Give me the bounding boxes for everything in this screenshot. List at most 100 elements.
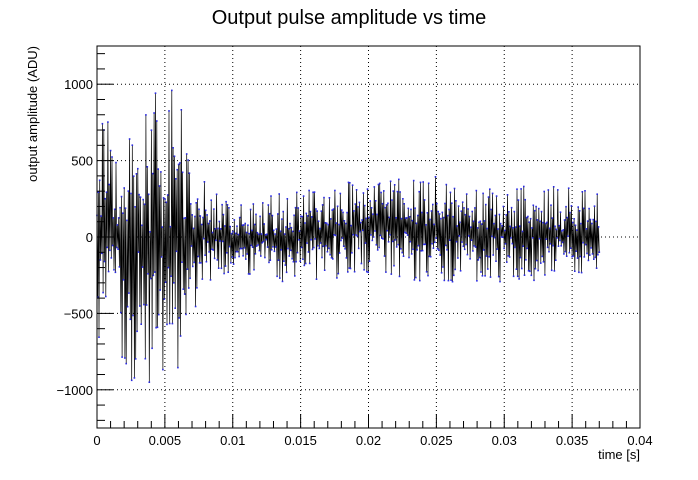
data-point	[281, 280, 284, 283]
data-point	[580, 271, 583, 274]
data-point	[402, 198, 404, 200]
data-point	[356, 235, 359, 237]
data-point	[378, 182, 381, 185]
data-point	[221, 203, 223, 206]
data-point	[384, 206, 386, 209]
data-point	[253, 223, 256, 226]
data-point	[158, 313, 160, 316]
data-point	[589, 254, 591, 256]
data-point	[531, 237, 534, 239]
data-point	[232, 263, 235, 265]
data-point	[465, 193, 468, 195]
data-point	[377, 183, 380, 186]
data-point	[241, 224, 244, 226]
data-point	[158, 185, 161, 187]
data-point	[120, 195, 123, 198]
data-point	[427, 274, 429, 277]
data-point	[161, 226, 163, 228]
data-point	[582, 207, 585, 210]
data-point	[411, 219, 414, 222]
data-point	[379, 234, 382, 237]
data-point	[463, 207, 465, 209]
data-point	[256, 231, 259, 234]
data-point	[487, 268, 489, 270]
data-point	[577, 206, 579, 208]
data-point	[372, 236, 375, 238]
data-point	[415, 222, 418, 225]
data-point	[268, 212, 271, 215]
data-point	[425, 224, 427, 226]
data-point	[544, 222, 547, 225]
data-point	[584, 190, 586, 192]
data-point	[570, 205, 573, 207]
data-point	[433, 223, 435, 226]
data-point	[491, 192, 494, 195]
data-point	[443, 279, 446, 282]
data-point	[404, 231, 406, 234]
data-point	[139, 196, 142, 198]
data-point	[307, 251, 310, 253]
data-point	[334, 189, 336, 192]
data-point	[247, 273, 250, 275]
data-point	[557, 245, 560, 247]
data-point	[555, 228, 558, 231]
data-point	[355, 234, 357, 236]
data-point	[219, 228, 222, 230]
data-point	[276, 275, 278, 278]
data-point	[302, 258, 304, 260]
data-point	[112, 217, 115, 219]
data-point	[235, 250, 238, 253]
data-point	[451, 202, 453, 204]
data-point	[493, 222, 495, 225]
data-point	[274, 233, 276, 235]
data-point	[579, 255, 581, 258]
data-point	[297, 207, 299, 209]
data-point	[113, 269, 115, 271]
data-point	[378, 246, 380, 249]
data-point	[409, 240, 412, 243]
data-point	[208, 251, 210, 253]
data-point	[525, 259, 527, 261]
data-point	[265, 238, 267, 241]
data-point	[305, 212, 308, 215]
data-point	[230, 232, 233, 235]
data-point	[251, 246, 254, 248]
data-point	[247, 224, 249, 226]
data-point	[460, 210, 463, 212]
data-point	[99, 259, 102, 261]
data-point	[546, 221, 548, 224]
data-point	[197, 255, 200, 258]
data-point	[272, 229, 275, 232]
data-point	[289, 249, 292, 252]
data-point	[117, 248, 119, 250]
chart-title: Output pulse amplitude vs time	[212, 7, 487, 29]
data-point	[148, 381, 151, 383]
data-point	[291, 230, 294, 233]
data-point	[526, 247, 528, 250]
data-point	[337, 272, 340, 275]
y-tick-label: −500	[64, 306, 93, 321]
data-point	[186, 268, 189, 270]
data-point	[342, 211, 344, 214]
data-point	[144, 357, 147, 360]
data-point	[520, 188, 522, 190]
data-point	[499, 222, 502, 225]
data-point	[468, 235, 470, 237]
data-point	[461, 241, 463, 243]
data-point	[216, 259, 219, 261]
data-point	[536, 219, 539, 221]
data-point	[260, 255, 262, 257]
data-point	[538, 207, 540, 210]
data-point	[417, 244, 420, 247]
data-point	[525, 216, 528, 219]
data-point	[345, 257, 348, 259]
data-point	[383, 190, 385, 192]
data-point	[534, 267, 537, 270]
data-point	[149, 231, 151, 233]
data-point	[365, 217, 367, 220]
data-point	[464, 213, 467, 216]
data-point	[198, 262, 201, 264]
data-point	[595, 267, 598, 269]
data-point	[353, 270, 356, 273]
data-point	[329, 253, 331, 256]
